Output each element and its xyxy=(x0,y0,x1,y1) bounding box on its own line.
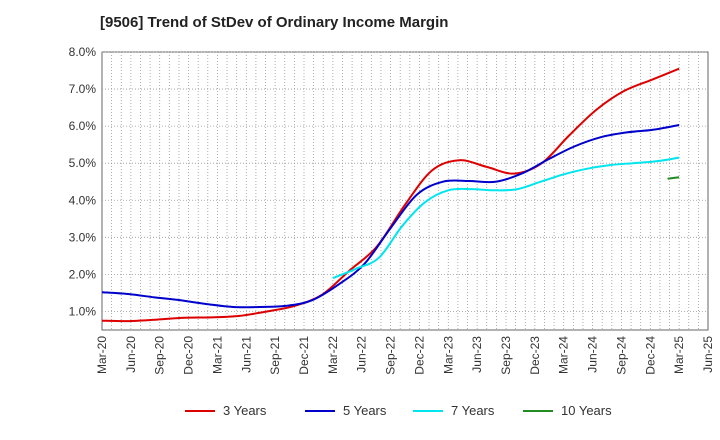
x-tick-label: Dec-22 xyxy=(412,336,426,375)
x-tick-label: Dec-20 xyxy=(182,336,196,375)
x-tick-label: Dec-21 xyxy=(297,336,311,375)
y-tick-label: 2.0% xyxy=(69,267,97,281)
x-tick-label: Sep-21 xyxy=(268,336,282,375)
y-tick-label: 4.0% xyxy=(69,193,97,207)
x-tick-label: Jun-25 xyxy=(701,336,715,373)
series-line-5-years xyxy=(101,124,680,309)
x-tick-label: Mar-25 xyxy=(672,336,686,374)
x-tick-label: Mar-24 xyxy=(557,336,571,374)
plot-frame xyxy=(101,51,709,331)
x-tick-label: Sep-22 xyxy=(384,336,398,375)
x-tick-label: Jun-21 xyxy=(239,336,253,373)
chart-title: [9506] Trend of StDev of Ordinary Income… xyxy=(100,14,449,31)
y-tick-label: 6.0% xyxy=(69,119,97,133)
x-tick-label: Sep-24 xyxy=(614,336,628,375)
x-tick-label: Jun-22 xyxy=(355,336,369,373)
y-tick-label: 7.0% xyxy=(69,82,97,96)
legend-label-5-years: 5 Years xyxy=(343,403,387,418)
grid xyxy=(101,51,709,331)
x-tick-label: Mar-20 xyxy=(95,336,109,374)
x-tick-label: Jun-20 xyxy=(124,336,138,373)
legend-label-7-years: 7 Years xyxy=(451,403,495,418)
series-lines xyxy=(101,67,680,323)
x-tick-label: Sep-20 xyxy=(153,336,167,375)
series-line-7-years xyxy=(332,156,680,280)
axes: 1.0% 2.0% 3.0% 4.0% 5.0% 6.0% 7.0% 8.0% Mar-20 Ju… xyxy=(69,45,715,375)
series-line-10-years xyxy=(667,176,680,180)
x-tick-label: Mar-23 xyxy=(441,336,455,374)
x-tick-label: Mar-21 xyxy=(210,336,224,374)
y-tick-label: 3.0% xyxy=(69,230,97,244)
y-tick-label: 1.0% xyxy=(69,304,97,318)
x-tick-label: Sep-23 xyxy=(499,336,513,375)
x-tick-label: Dec-24 xyxy=(643,336,657,375)
x-tick-label: Mar-22 xyxy=(326,336,340,374)
y-tick-label: 8.0% xyxy=(69,45,97,59)
legend-label-10-years: 10 Years xyxy=(561,403,612,418)
legend-label-3-years: 3 Years xyxy=(223,403,267,418)
x-tick-label: Dec-23 xyxy=(528,336,542,375)
x-tick-label: Jun-24 xyxy=(586,336,600,373)
legend: 3 Years 5 Years 7 Years 10 Years xyxy=(185,403,612,418)
y-tick-label: 5.0% xyxy=(69,156,97,170)
x-tick-label: Jun-23 xyxy=(470,336,484,373)
